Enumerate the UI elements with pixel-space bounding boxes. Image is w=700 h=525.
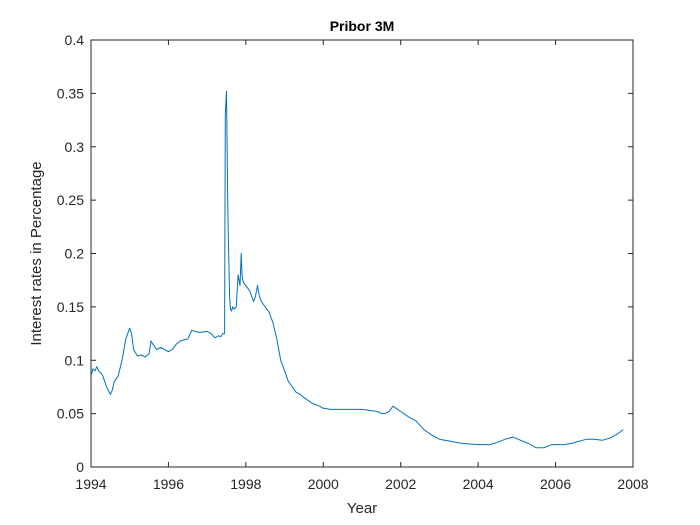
y-tick-label: 0.25: [57, 192, 84, 208]
y-tick-label: 0.4: [65, 32, 85, 48]
y-tick-label: 0.35: [57, 85, 84, 101]
series-line: [90, 90, 624, 449]
x-tick-label: 2006: [540, 476, 571, 492]
x-tick-label: 1998: [230, 476, 261, 492]
x-tick-label: 2000: [308, 476, 339, 492]
x-tick-label: 2008: [617, 476, 648, 492]
chart-title: Pribor 3M: [330, 18, 395, 34]
y-tick-label: 0: [76, 459, 84, 475]
x-tick-label: 1994: [75, 476, 106, 492]
y-tick-label: 0.05: [57, 406, 84, 422]
x-tick-label: 1996: [153, 476, 184, 492]
y-tick-label: 0.3: [65, 139, 85, 155]
x-axis-label: Year: [347, 500, 377, 517]
x-tick-label: 2002: [385, 476, 416, 492]
y-tick-label: 0.15: [57, 299, 84, 315]
x-tick-label: 2004: [463, 476, 494, 492]
y-tick-label: 0.1: [65, 352, 85, 368]
axes-box: [90, 39, 634, 468]
plot-area: 1994 1996 1998 2000 2002 2004 2006 2008 0 0.05 0.1…: [57, 32, 649, 492]
y-tick-label: 0.2: [65, 246, 85, 262]
y-axis-label: Interest rates in Percentage: [28, 161, 45, 345]
